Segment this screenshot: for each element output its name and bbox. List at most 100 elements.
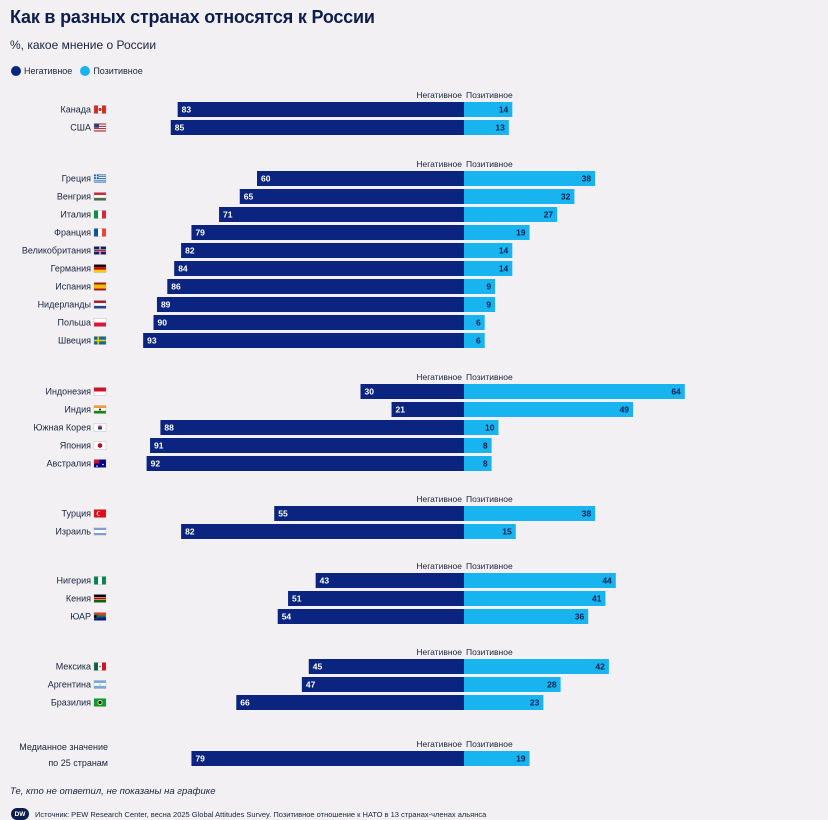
flag-indonesia-icon [93,387,107,396]
bar-positive [464,315,485,330]
value-label-negative: 51 [292,594,302,604]
legend: Негативное Позитивное [11,66,151,76]
flag-usa-icon [93,123,107,132]
flag-sweden-icon [93,336,107,345]
column-header-positive: Позитивное [466,561,513,571]
bar-negative [177,102,464,117]
flag-india-icon [93,405,107,414]
bar-negative [257,171,464,186]
flag-poland-icon [93,318,107,327]
value-label-negative: 66 [240,698,250,708]
column-header-positive: Позитивное [466,90,513,100]
legend-item-positive: Позитивное [80,66,143,76]
bar-negative [219,207,464,222]
legend-swatch-negative [11,66,21,76]
column-header-positive: Позитивное [466,739,513,749]
value-label-negative: 54 [282,612,292,622]
category-label: Греция [62,174,92,184]
bar-negative [274,506,464,521]
value-label-negative: 65 [244,192,254,202]
category-label: Италия [60,210,91,220]
bar-negative [191,751,464,766]
bar-negative [181,524,464,539]
bar-negative [239,189,464,204]
category-label: Австралия [47,459,92,469]
column-header-negative: Негативное [416,159,462,169]
flag-turkey-icon [93,509,107,518]
value-label-positive: 41 [592,594,602,604]
value-label-positive: 32 [561,192,571,202]
flag-nigeria-icon [93,576,107,585]
value-label-positive: 38 [582,509,592,519]
value-label-negative: 82 [185,527,195,537]
bar-negative [315,573,464,588]
bar-negative [308,659,464,674]
value-label-negative: 30 [365,387,375,397]
value-label-positive: 8 [483,441,488,451]
category-label: США [70,123,91,133]
value-label-negative: 86 [171,282,181,292]
column-header-positive: Позитивное [466,372,513,382]
bar-positive [464,402,634,417]
value-label-positive: 19 [516,754,526,764]
bar-positive [464,261,513,276]
value-label-positive: 14 [499,264,509,274]
chart-title: Как в разных странах относятся к России [10,7,375,27]
value-label-positive: 10 [485,423,495,433]
value-label-positive: 42 [595,662,605,672]
bar-positive [464,279,496,294]
value-label-negative: 43 [320,576,330,586]
column-header-positive: Позитивное [466,647,513,657]
flag-brazil-icon [93,698,107,707]
flag-kenya-icon [93,594,107,603]
category-label: Испания [55,282,91,292]
category-label: Канада [61,105,91,115]
bar-positive [464,695,544,710]
source-text: Источник: PEW Research Center, весна 202… [35,809,487,819]
column-header-negative: Негативное [416,494,462,504]
bar-positive [464,297,496,312]
flag-israel-icon [93,527,107,536]
flag-japan-icon [93,441,107,450]
value-label-negative: 60 [261,174,271,184]
category-label: Индонезия [45,387,91,397]
value-label-negative: 47 [306,680,316,690]
value-label-negative: 55 [278,509,288,519]
bar-positive [464,659,609,674]
category-label: Мексика [56,662,91,672]
bar-negative [170,120,464,135]
flag-netherlands-icon [93,300,107,309]
value-label-negative: 82 [185,246,195,256]
bar-negative [153,315,464,330]
legend-item-negative: Негативное [11,66,72,76]
chart-subtitle: %, какое мнение о России [10,38,157,52]
value-label-negative: 90 [158,318,168,328]
flag-argentina-icon [93,680,107,689]
value-label-positive: 9 [486,300,491,310]
category-label: Франция [54,228,91,238]
category-label: Кения [66,594,91,604]
value-label-negative: 89 [161,300,171,310]
bar-positive [464,102,513,117]
bar-negative [174,261,464,276]
value-label-positive: 27 [544,210,554,220]
value-label-negative: 85 [175,123,185,133]
flag-spain-icon [93,282,107,291]
bar-negative [391,402,464,417]
column-header-positive: Позитивное [466,159,513,169]
category-label: Индия [64,405,91,415]
value-label-positive: 6 [476,318,481,328]
bar-negative [156,297,464,312]
value-label-positive: 19 [516,228,526,238]
bar-positive [464,333,485,348]
category-label: Польша [58,318,91,328]
category-label: Аргентина [48,680,91,690]
bar-negative [143,333,464,348]
flag-italy-icon [93,210,107,219]
category-label: ЮАР [70,612,91,622]
bar-positive [464,506,596,521]
value-label-negative: 79 [195,228,205,238]
legend-swatch-positive [80,66,91,76]
value-label-negative: 79 [195,754,205,764]
value-label-positive: 49 [620,405,630,415]
